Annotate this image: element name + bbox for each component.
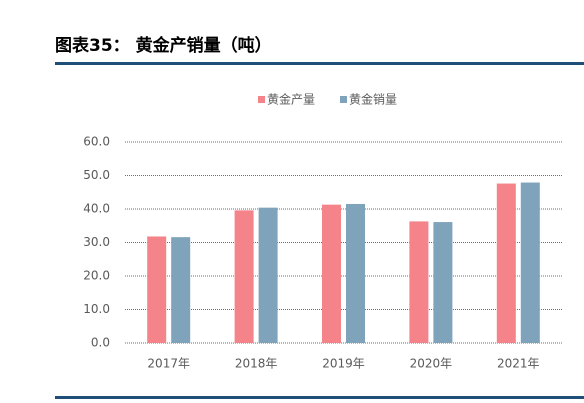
y-tick-label: 20.0	[83, 269, 110, 283]
bar	[147, 236, 167, 343]
bar	[409, 221, 429, 343]
legend-swatch	[258, 96, 265, 103]
title-rule	[55, 62, 584, 65]
y-tick-label: 50.0	[83, 168, 110, 182]
y-tick-label: 0.0	[91, 336, 110, 350]
legend-label: 黄金销量	[349, 92, 397, 107]
y-tick-label: 60.0	[83, 135, 110, 149]
bar	[496, 183, 516, 343]
bar	[322, 204, 341, 343]
bar	[234, 210, 254, 343]
x-tick-label: 2017年	[147, 357, 190, 371]
y-tick-label: 10.0	[83, 302, 110, 316]
y-tick-label: 30.0	[83, 235, 110, 249]
x-tick-label: 2020年	[410, 357, 453, 371]
y-tick-label: 40.0	[83, 202, 110, 216]
bar	[346, 203, 365, 343]
bottom-rule	[55, 396, 584, 399]
x-tick-label: 2018年	[235, 357, 278, 371]
bar	[520, 182, 540, 343]
legend-swatch	[340, 96, 347, 103]
chart-title: 图表35： 黄金产销量（吨）	[55, 35, 272, 56]
bar	[433, 222, 453, 343]
bar	[258, 207, 278, 343]
bar	[171, 237, 191, 343]
x-tick-label: 2019年	[322, 357, 365, 371]
x-tick-label: 2021年	[497, 357, 540, 371]
legend-label: 黄金产量	[267, 92, 315, 107]
